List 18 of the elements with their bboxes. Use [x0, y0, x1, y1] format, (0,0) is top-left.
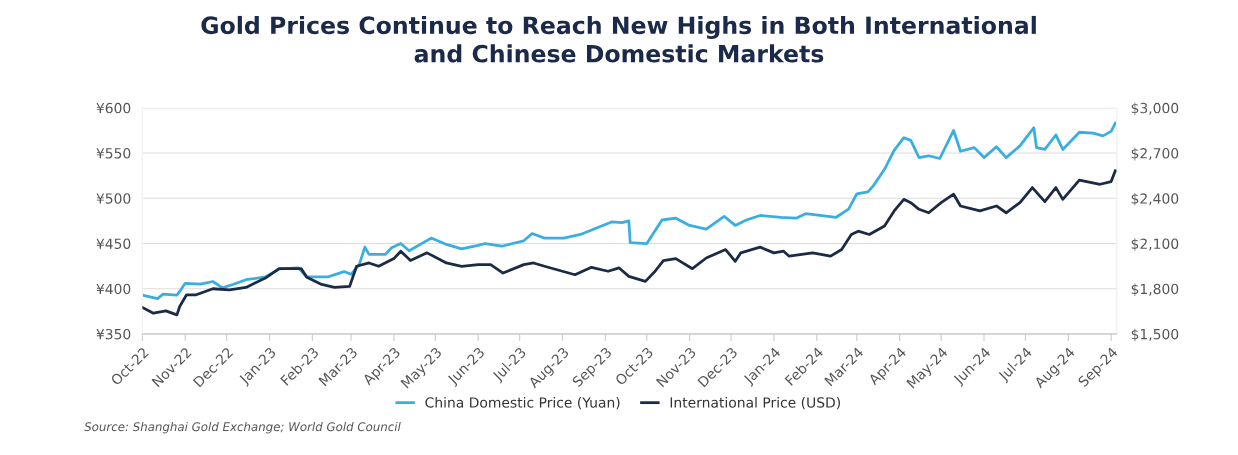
- chart-title: Gold Prices Continue to Reach New Highs in Both International and Chinese Domestic Markets: [201, 15, 1036, 63]
- y2-tick-label: $2,700: [1131, 147, 1179, 161]
- y-tick-label: ¥350: [96, 328, 131, 340]
- source-note: Source: Shanghai Gold Exchange; World Gold Council: [84, 421, 401, 434]
- y-tick-label: ¥550: [96, 148, 131, 159]
- y2-tick-label: $1,500: [1131, 328, 1179, 342]
- y2-tick-label: $2,400: [1131, 193, 1179, 206]
- line-series: [142, 169, 1117, 317]
- legend-label: China Domestic Price (Yuan): [425, 396, 620, 410]
- line-series: [142, 121, 1117, 301]
- y2-tick-label: $2,100: [1131, 238, 1179, 251]
- y-tick-label: ¥450: [96, 238, 131, 249]
- y-tick-label: ¥500: [96, 193, 131, 204]
- y-tick-label: ¥400: [96, 283, 131, 295]
- y2-tick-label: $3,000: [1131, 102, 1179, 116]
- y-tick-label: ¥600: [96, 102, 131, 114]
- y2-tick-label: $1,800: [1131, 283, 1179, 297]
- legend-label: International Price (USD): [670, 396, 840, 410]
